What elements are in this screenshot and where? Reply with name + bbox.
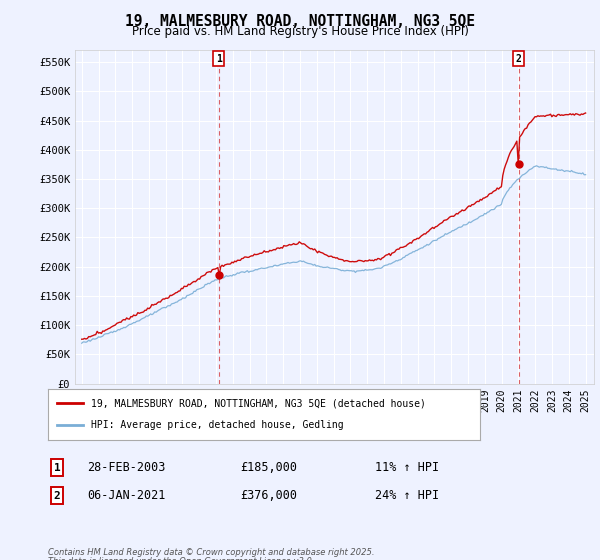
Text: 2: 2 bbox=[516, 54, 521, 64]
Text: 1: 1 bbox=[216, 54, 222, 64]
Text: £185,000: £185,000 bbox=[240, 461, 297, 474]
Text: 19, MALMESBURY ROAD, NOTTINGHAM, NG3 5QE: 19, MALMESBURY ROAD, NOTTINGHAM, NG3 5QE bbox=[125, 14, 475, 29]
Text: 06-JAN-2021: 06-JAN-2021 bbox=[87, 489, 166, 502]
Text: Price paid vs. HM Land Registry's House Price Index (HPI): Price paid vs. HM Land Registry's House … bbox=[131, 25, 469, 38]
Text: 24% ↑ HPI: 24% ↑ HPI bbox=[375, 489, 439, 502]
Text: 1: 1 bbox=[53, 463, 61, 473]
Text: £376,000: £376,000 bbox=[240, 489, 297, 502]
Text: HPI: Average price, detached house, Gedling: HPI: Average price, detached house, Gedl… bbox=[91, 421, 344, 431]
Text: 28-FEB-2003: 28-FEB-2003 bbox=[87, 461, 166, 474]
Text: This data is licensed under the Open Government Licence v3.0.: This data is licensed under the Open Gov… bbox=[48, 557, 314, 560]
Text: 11% ↑ HPI: 11% ↑ HPI bbox=[375, 461, 439, 474]
Text: 19, MALMESBURY ROAD, NOTTINGHAM, NG3 5QE (detached house): 19, MALMESBURY ROAD, NOTTINGHAM, NG3 5QE… bbox=[91, 398, 426, 408]
Text: Contains HM Land Registry data © Crown copyright and database right 2025.: Contains HM Land Registry data © Crown c… bbox=[48, 548, 374, 557]
Text: 2: 2 bbox=[53, 491, 61, 501]
